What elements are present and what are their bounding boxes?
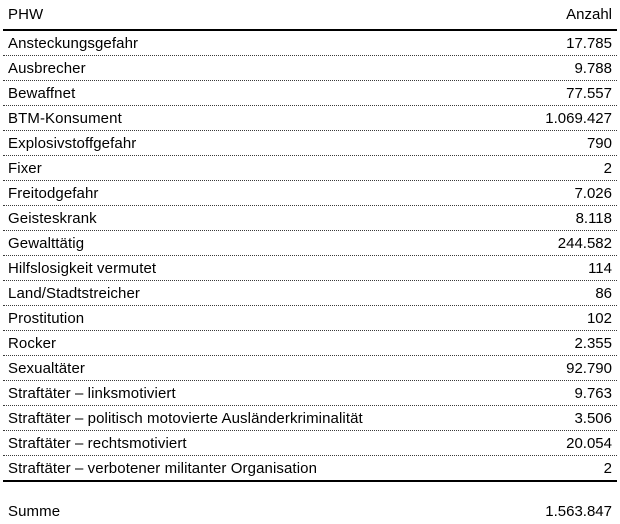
row-label: BTM-Konsument — [8, 109, 122, 127]
table-footer-row: Summe 1.563.847 — [3, 498, 617, 524]
row-value: 86 — [595, 284, 612, 302]
row-label: Ansteckungsgefahr — [8, 34, 139, 52]
table-row: Geisteskrank 8.118 — [3, 206, 617, 231]
row-value: 102 — [586, 309, 612, 327]
table-row: Ausbrecher 9.788 — [3, 56, 617, 81]
row-value: 77.557 — [566, 84, 612, 102]
row-value: 2 — [603, 159, 612, 177]
table-row: Hilfslosigkeit vermutet 114 — [3, 256, 617, 281]
phw-count-table: PHW Anzahl Ansteckungsgefahr 17.785 Ausb… — [3, 0, 617, 524]
table-row: Land/Stadtstreicher 86 — [3, 281, 617, 306]
summe-label: Summe — [8, 502, 61, 520]
row-label: Rocker — [8, 334, 57, 352]
table-header-row: PHW Anzahl — [3, 0, 617, 31]
table-row: Explosivstoffgefahr 790 — [3, 131, 617, 156]
table-row: Straftäter – linksmotiviert 9.763 — [3, 381, 617, 406]
table-row: Bewaffnet 77.557 — [3, 81, 617, 106]
column-header-anzahl: Anzahl — [566, 6, 612, 23]
row-value: 7.026 — [574, 184, 612, 202]
table-row: Fixer 2 — [3, 156, 617, 181]
table-row: Straftäter – verbotener militanter Organ… — [3, 456, 617, 482]
row-label: Sexualtäter — [8, 359, 85, 377]
row-label: Explosivstoffgefahr — [8, 134, 137, 152]
row-value: 9.788 — [574, 59, 612, 77]
table-row: Rocker 2.355 — [3, 331, 617, 356]
table-row: Straftäter – rechtsmotiviert 20.054 — [3, 431, 617, 456]
row-label: Straftäter – linksmotiviert — [8, 384, 176, 402]
row-value: 92.790 — [566, 359, 612, 377]
row-label: Ausbrecher — [8, 59, 86, 77]
row-value: 9.763 — [574, 384, 612, 402]
row-label: Gewalttätig — [8, 234, 85, 252]
row-value: 8.118 — [575, 209, 612, 227]
row-value: 244.582 — [557, 234, 612, 252]
row-label: Geisteskrank — [8, 209, 97, 227]
table-row: Ansteckungsgefahr 17.785 — [3, 31, 617, 56]
summe-value: 1.563.847 — [545, 502, 612, 520]
row-label: Straftäter – verbotener militanter Organ… — [8, 459, 318, 477]
row-value: 1.069.427 — [545, 109, 612, 127]
row-value: 2.355 — [574, 334, 612, 352]
row-label: Bewaffnet — [8, 84, 76, 102]
row-label: Freitodgefahr — [8, 184, 99, 202]
row-value: 2 — [603, 459, 612, 477]
row-value: 114 — [588, 259, 612, 277]
table-row: Freitodgefahr 7.026 — [3, 181, 617, 206]
table-row: Straftäter – politisch motovierte Auslän… — [3, 406, 617, 431]
row-value: 790 — [586, 134, 612, 152]
row-label: Straftäter – rechtsmotiviert — [8, 434, 187, 452]
row-label: Hilfslosigkeit vermutet — [8, 259, 157, 277]
column-header-phw: PHW — [8, 6, 44, 23]
row-label: Straftäter – politisch motovierte Auslän… — [8, 409, 363, 427]
row-label: Prostitution — [8, 309, 85, 327]
table-row: Prostitution 102 — [3, 306, 617, 331]
table-row: BTM-Konsument 1.069.427 — [3, 106, 617, 131]
row-label: Land/Stadtstreicher — [8, 284, 140, 302]
table-row: Sexualtäter 92.790 — [3, 356, 617, 381]
row-value: 3.506 — [574, 409, 612, 427]
row-value: 17.785 — [566, 34, 612, 52]
table-row: Gewalttätig 244.582 — [3, 231, 617, 256]
row-label: Fixer — [8, 159, 42, 177]
row-value: 20.054 — [566, 434, 612, 452]
